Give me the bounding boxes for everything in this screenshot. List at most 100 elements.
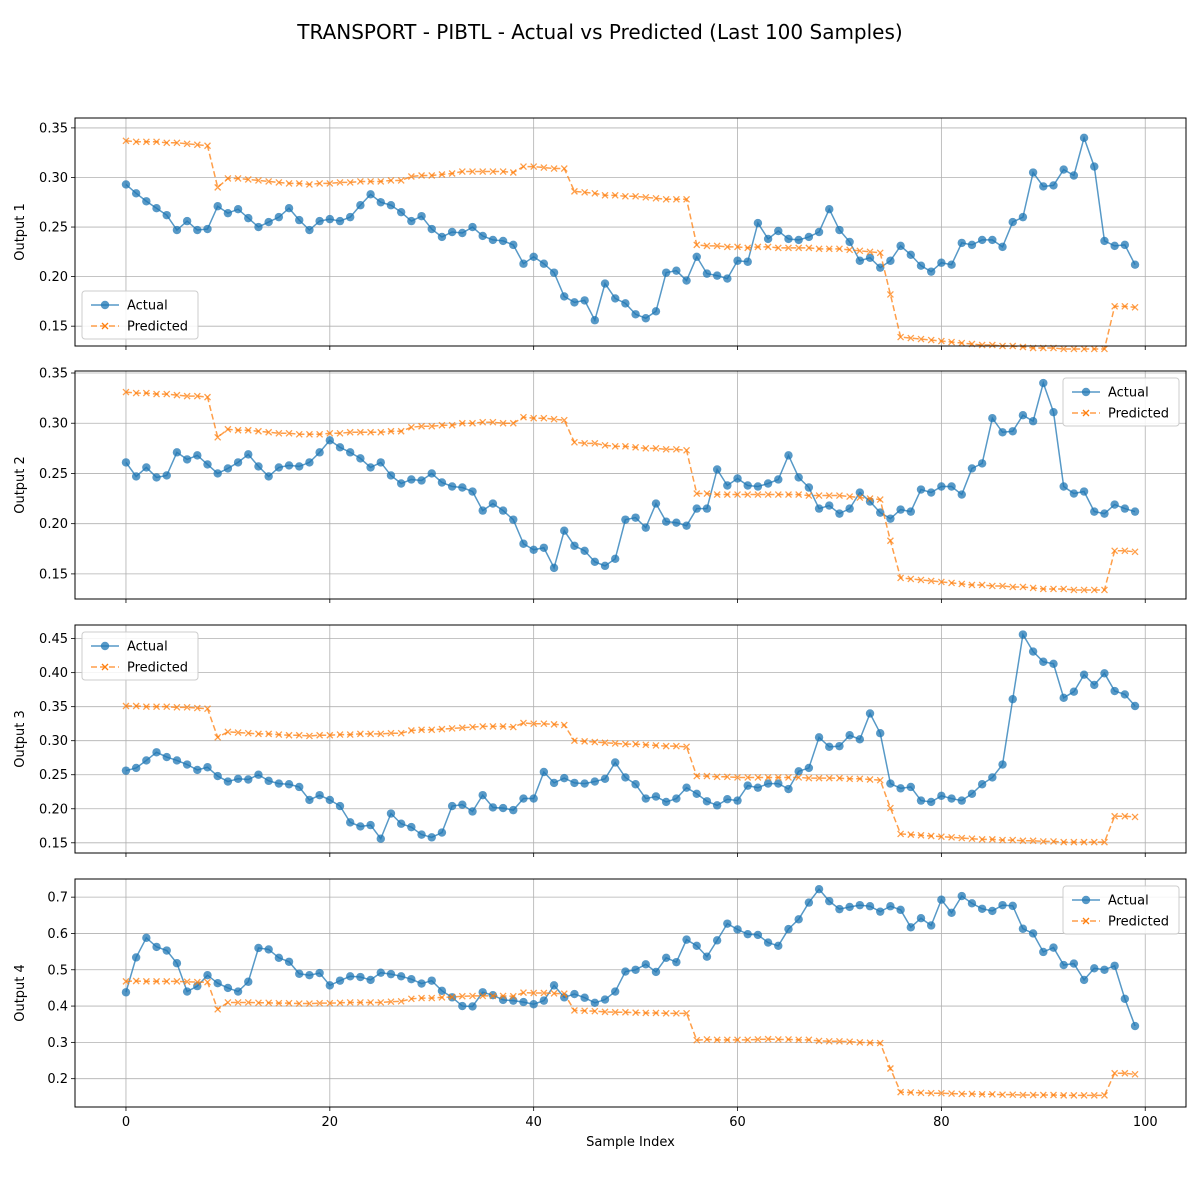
- x-tick-label: 80: [933, 1115, 950, 1130]
- predicted-point: [866, 776, 874, 783]
- legend-actual-label: Actual: [1108, 386, 1149, 401]
- actual-point: [478, 790, 487, 800]
- actual-point: [702, 797, 712, 806]
- actual-point: [549, 981, 559, 990]
- actual-point: [641, 960, 650, 969]
- predicted-point: [346, 428, 354, 436]
- predicted-point: [193, 704, 201, 712]
- predicted-point: [458, 992, 466, 1000]
- actual-point: [519, 794, 528, 803]
- predicted-point: [1019, 583, 1027, 591]
- actual-point: [1049, 659, 1058, 668]
- actual-point: [651, 307, 661, 316]
- actual-point: [590, 557, 600, 567]
- actual-point: [396, 972, 406, 981]
- legend-actual-label: Actual: [127, 640, 168, 655]
- predicted-point: [234, 426, 242, 434]
- predicted-point: [886, 804, 894, 812]
- predicted-series-line: [125, 140, 1136, 350]
- predicted-point: [183, 978, 191, 986]
- actual-point: [937, 791, 946, 801]
- predicted-point: [1121, 302, 1129, 310]
- actual-point: [529, 1000, 538, 1009]
- predicted-point: [846, 246, 854, 254]
- y-tick-label: 0.35: [39, 700, 68, 715]
- predicted-point: [795, 244, 803, 252]
- actual-point: [264, 472, 273, 481]
- actual-point: [590, 998, 600, 1008]
- actual-point: [284, 780, 294, 789]
- actual-point: [672, 518, 681, 527]
- actual-point: [539, 996, 549, 1005]
- predicted-point: [305, 1000, 313, 1007]
- actual-point: [427, 469, 436, 478]
- actual-point: [886, 256, 895, 265]
- predicted-point: [988, 1090, 996, 1098]
- predicted-point: [999, 1091, 1006, 1099]
- actual-point: [794, 235, 803, 245]
- actual-point: [977, 459, 987, 468]
- actual-point: [1079, 975, 1089, 985]
- actual-point: [855, 900, 865, 910]
- predicted-point: [530, 989, 538, 997]
- predicted-point: [601, 441, 609, 449]
- predicted-point: [805, 774, 813, 782]
- predicted-point: [407, 423, 415, 431]
- actual-point: [498, 506, 508, 515]
- predicted-point: [876, 496, 884, 504]
- actual-point: [1008, 427, 1017, 436]
- actual-point: [814, 884, 824, 894]
- actual-point: [1039, 657, 1048, 666]
- actual-point: [804, 483, 814, 492]
- actual-point: [182, 455, 192, 464]
- actual-point: [549, 563, 559, 573]
- actual-point: [702, 269, 712, 278]
- actual-point: [203, 224, 212, 234]
- legend-predicted-label: Predicted: [1108, 915, 1169, 930]
- predicted-point: [999, 582, 1006, 590]
- predicted-point: [479, 168, 487, 175]
- predicted-point: [469, 168, 476, 175]
- predicted-point: [621, 442, 629, 450]
- x-tick-label: 60: [729, 1115, 746, 1130]
- actual-point: [1059, 693, 1068, 703]
- predicted-point: [540, 989, 548, 997]
- predicted-point: [1111, 812, 1119, 820]
- actual-series-line: [125, 887, 1136, 1027]
- predicted-point: [1009, 836, 1017, 844]
- actual-point: [1100, 669, 1109, 678]
- actual-point: [488, 499, 498, 508]
- actual-point: [366, 975, 375, 985]
- predicted-point: [764, 491, 772, 499]
- actual-point: [254, 222, 263, 232]
- actual-point: [468, 807, 477, 816]
- legend-actual-marker: [1081, 895, 1091, 905]
- actual-point: [1110, 961, 1119, 970]
- actual-point: [743, 481, 752, 490]
- predicted-point: [591, 1007, 599, 1015]
- actual-point: [162, 946, 171, 955]
- actual-point: [233, 987, 243, 996]
- actual-point: [498, 236, 508, 246]
- predicted-point: [305, 430, 313, 438]
- actual-point: [835, 741, 844, 751]
- actual-point: [386, 969, 396, 979]
- actual-point: [447, 482, 457, 491]
- x-tick-label: 20: [322, 1115, 339, 1130]
- actual-point: [896, 784, 905, 793]
- predicted-point: [785, 773, 792, 781]
- predicted-point: [540, 414, 548, 422]
- predicted-point: [122, 977, 130, 985]
- actual-point: [539, 543, 549, 552]
- predicted-point: [407, 727, 415, 734]
- actual-point: [366, 820, 375, 830]
- predicted-point: [428, 726, 436, 734]
- predicted-point: [316, 179, 324, 187]
- predicted-point: [591, 738, 599, 746]
- predicted-point: [856, 494, 864, 502]
- actual-point: [529, 252, 538, 261]
- actual-point: [977, 780, 987, 789]
- actual-point: [1039, 182, 1048, 191]
- predicted-point: [734, 243, 741, 251]
- predicted-point: [632, 1009, 640, 1017]
